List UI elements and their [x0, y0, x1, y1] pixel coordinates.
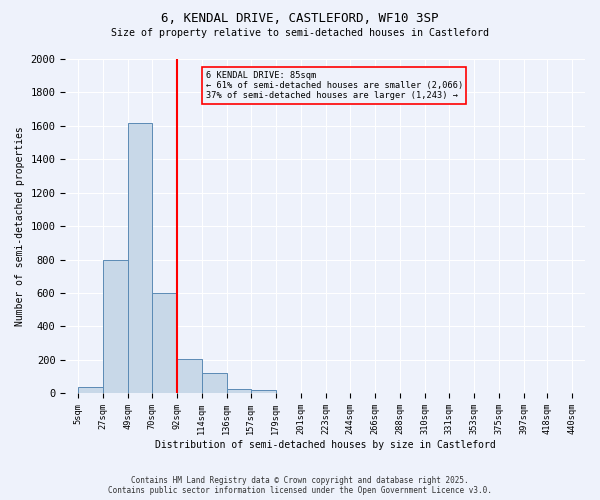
Bar — [251, 390, 275, 393]
Bar — [128, 122, 152, 393]
Bar — [227, 389, 251, 393]
Text: 6, KENDAL DRIVE, CASTLEFORD, WF10 3SP: 6, KENDAL DRIVE, CASTLEFORD, WF10 3SP — [161, 12, 439, 26]
X-axis label: Distribution of semi-detached houses by size in Castleford: Distribution of semi-detached houses by … — [155, 440, 496, 450]
Bar — [103, 260, 128, 393]
Bar — [177, 359, 202, 393]
Text: Size of property relative to semi-detached houses in Castleford: Size of property relative to semi-detach… — [111, 28, 489, 38]
Text: Contains HM Land Registry data © Crown copyright and database right 2025.
Contai: Contains HM Land Registry data © Crown c… — [108, 476, 492, 495]
Bar — [152, 293, 177, 393]
Bar — [202, 373, 227, 393]
Text: 6 KENDAL DRIVE: 85sqm
← 61% of semi-detached houses are smaller (2,066)
37% of s: 6 KENDAL DRIVE: 85sqm ← 61% of semi-deta… — [206, 70, 463, 101]
Y-axis label: Number of semi-detached properties: Number of semi-detached properties — [15, 126, 25, 326]
Bar — [78, 386, 103, 393]
